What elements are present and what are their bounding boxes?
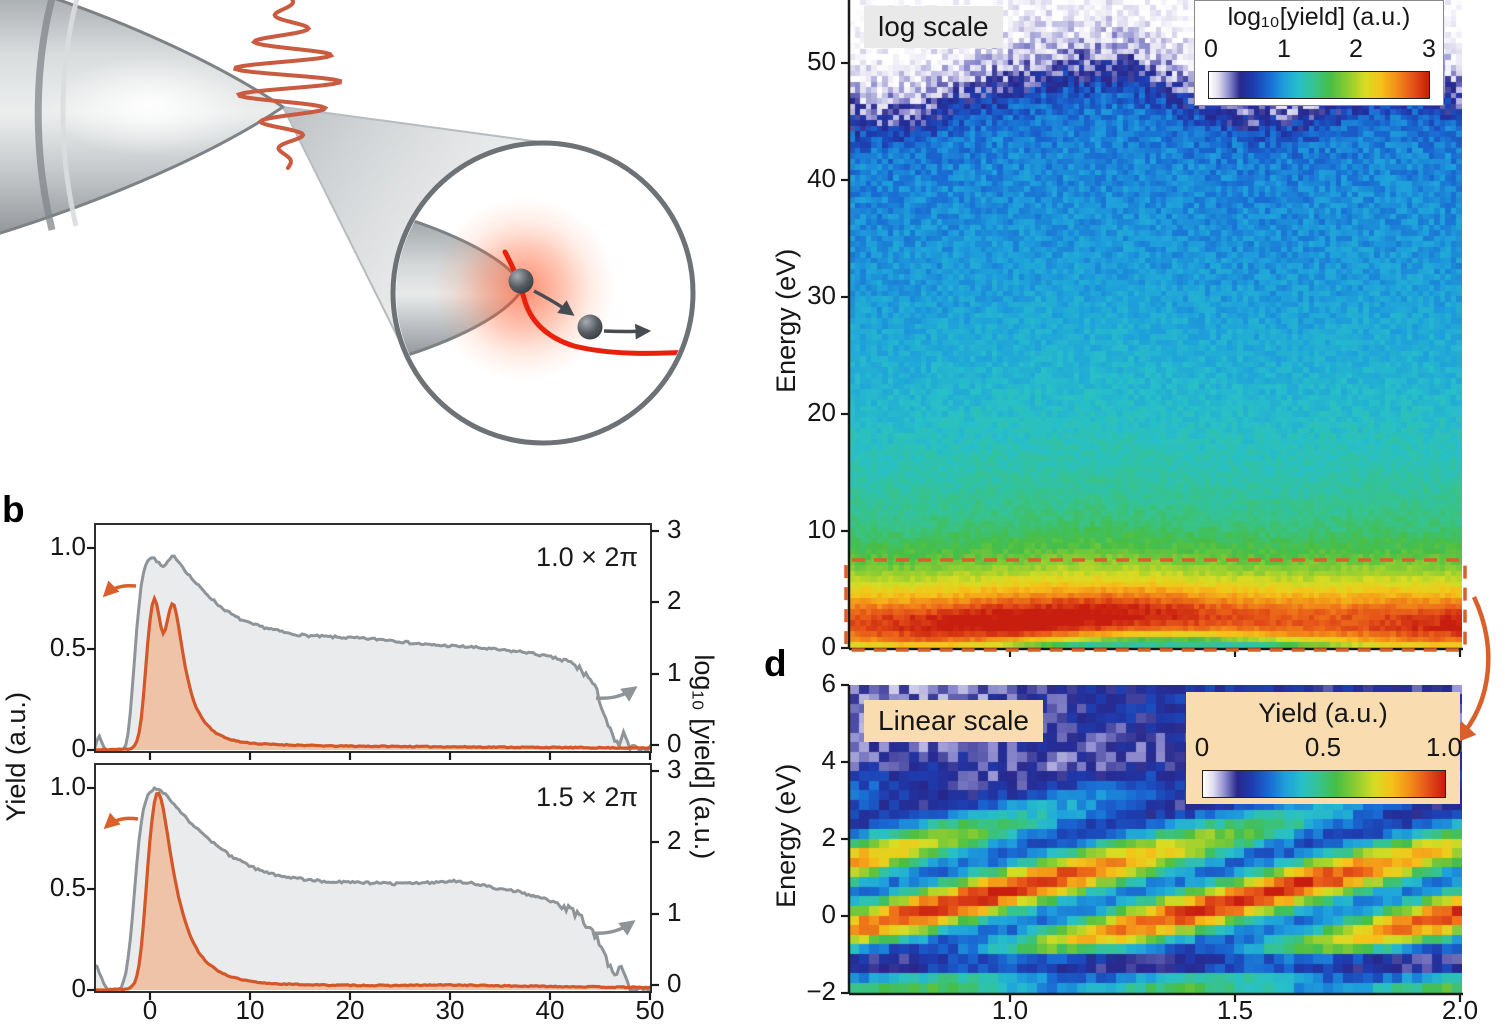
- magnified-tip: [396, 212, 523, 362]
- b1-rtick: 2: [667, 585, 682, 615]
- b1-gray-curve: [95, 554, 651, 752]
- b2-rtick: 1: [667, 897, 682, 927]
- c-ytick: 0: [821, 631, 836, 661]
- b-xtick: 0: [142, 995, 158, 1024]
- electron-motion-arrow-2: [603, 323, 652, 340]
- tip-inner-glow: [50, 56, 250, 156]
- electron-motion-arrow-1: [533, 289, 575, 316]
- zoom-circle: [390, 140, 696, 446]
- d-xtick: 1.0: [991, 995, 1029, 1024]
- c-ytick: 50: [807, 46, 836, 76]
- zoom-inset: [396, 197, 690, 381]
- electron-trajectory-line: [502, 249, 690, 356]
- b1-right-axis-arrow-icon: [595, 686, 638, 702]
- c-ytick: 40: [807, 163, 836, 193]
- d-xtick: 1.5: [1216, 995, 1254, 1024]
- colorbar-c: log₁₀[yield] (a.u.) 0 1 2 3: [1194, 0, 1444, 106]
- colorbar-c-tick: 2: [1349, 35, 1363, 63]
- b1-rtick: 1: [667, 657, 682, 687]
- laser-pulse-icon: [232, 0, 343, 170]
- b1-ytick: 0.5: [49, 632, 86, 662]
- tip-rim-outer: [34, 0, 56, 231]
- colorbar-c-tick: 0: [1204, 35, 1218, 63]
- b-xtick: 10: [235, 995, 265, 1024]
- panel-d-letter: d: [764, 643, 787, 684]
- c-ytick: 10: [807, 514, 836, 544]
- d-ytick: 2: [821, 822, 836, 852]
- panel-b-letter: b: [2, 489, 25, 530]
- zoom-cone: [281, 105, 572, 368]
- electron-sphere-2: [577, 314, 603, 340]
- b-xtick: 30: [435, 995, 465, 1024]
- colorbar-d-gradient: [1202, 770, 1446, 798]
- d-ytick: −2: [806, 976, 836, 1006]
- b-xtick: 40: [535, 995, 565, 1024]
- b2-gray-curve: [95, 785, 651, 992]
- panel-b1-curves: [95, 554, 651, 752]
- b-xtick: 50: [635, 995, 665, 1024]
- b1-annotation: 1.0 × 2π: [536, 542, 638, 572]
- b2-ytick: 0: [71, 973, 86, 1003]
- nearfield-glow: [432, 197, 616, 381]
- b-xtick: 20: [335, 995, 365, 1024]
- nanotip-body: [0, 0, 285, 235]
- b1-rtick: 3: [667, 514, 682, 544]
- c-ytick: 30: [807, 280, 836, 310]
- panel-a-schematic: [0, 0, 696, 446]
- b2-rtick: 0: [667, 968, 682, 998]
- heatmap-c: [850, 0, 1462, 648]
- b2-gray-fill: [95, 788, 651, 990]
- roi-zoom-arrow-icon: [1455, 596, 1491, 744]
- colorbar-c-gradient: [1208, 71, 1430, 99]
- d-xtick: 2.0: [1441, 995, 1479, 1024]
- b2-right-axis-arrow-icon: [591, 920, 636, 936]
- panel-b2-curves: [95, 785, 651, 992]
- d-scale-chip: Linear scale: [864, 700, 1043, 743]
- c-ytick: 20: [807, 397, 836, 427]
- b1-rtick: 0: [667, 728, 682, 758]
- b1-orange-fill: [95, 598, 651, 750]
- colorbar-d-title: Yield (a.u.): [1258, 698, 1388, 728]
- d-ytick: 0: [821, 899, 836, 929]
- b2-orange-fill: [95, 793, 651, 990]
- b2-annotation: 1.5 × 2π: [536, 782, 638, 812]
- b2-rtick: 3: [667, 754, 682, 784]
- colorbar-c-title: log₁₀[yield] (a.u.): [1227, 3, 1411, 31]
- colorbar-d: Yield (a.u.) 0 0.5 1.0: [1186, 692, 1462, 804]
- colorbar-d-tick: 1.0: [1425, 732, 1463, 762]
- b1-ytick: 1.0: [49, 531, 86, 561]
- b1-orange-curve: [95, 594, 651, 752]
- colorbar-d-tick: 0.5: [1304, 732, 1342, 762]
- tip-rim-inner: [60, 0, 80, 227]
- electron-sphere-1: [508, 268, 534, 294]
- b2-left-axis-arrow-icon: [103, 812, 139, 830]
- b2-orange-curve: [95, 791, 651, 992]
- colorbar-d-tick: 0: [1194, 732, 1210, 762]
- b1-left-axis-arrow-icon: [102, 580, 137, 598]
- colorbar-c-tick: 3: [1422, 35, 1436, 63]
- b2-ytick: 1.0: [49, 771, 86, 801]
- b1-gray-fill: [95, 556, 651, 750]
- d-ytick: 6: [821, 668, 836, 698]
- c-scale-chip: log scale: [864, 6, 1003, 49]
- colorbar-c-tick: 1: [1277, 35, 1291, 63]
- b2-ytick: 0.5: [49, 872, 86, 902]
- b2-rtick: 2: [667, 825, 682, 855]
- d-ytick: 4: [821, 745, 836, 775]
- b1-ytick: 0: [71, 733, 86, 763]
